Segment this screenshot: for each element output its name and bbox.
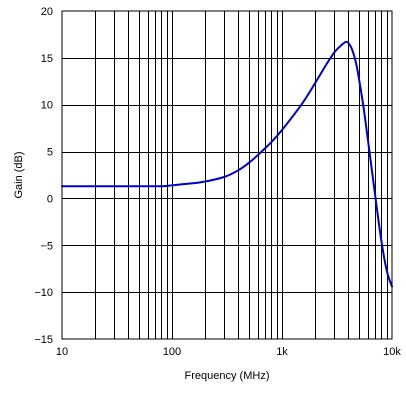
y-tick-label: 0 xyxy=(47,193,53,205)
y-tick-label: 5 xyxy=(47,147,53,159)
x-tick-label: 1k xyxy=(276,346,288,358)
y-tick-label: 10 xyxy=(41,100,53,112)
y-tick-label: 20 xyxy=(41,6,53,18)
plot-series xyxy=(61,40,393,288)
y-tick-label: −5 xyxy=(40,240,53,252)
gain-series-line xyxy=(61,40,393,288)
y-axis-label: Gain (dB) xyxy=(13,151,25,198)
plot-frame xyxy=(61,10,393,340)
y-tick-label: 15 xyxy=(41,53,53,65)
x-tick-label: 10 xyxy=(56,346,68,358)
y-tick-label: −15 xyxy=(34,334,53,346)
grid xyxy=(62,11,392,339)
x-tick-label: 10k xyxy=(383,346,401,358)
y-tick-label: −10 xyxy=(34,287,53,299)
x-axis-label: Frequency (MHz) xyxy=(185,370,270,382)
tick-labels: 10 100 1k 10k −15 −10 −5 0 5 10 15 20 xyxy=(34,6,401,358)
x-tick-label: 100 xyxy=(163,346,181,358)
